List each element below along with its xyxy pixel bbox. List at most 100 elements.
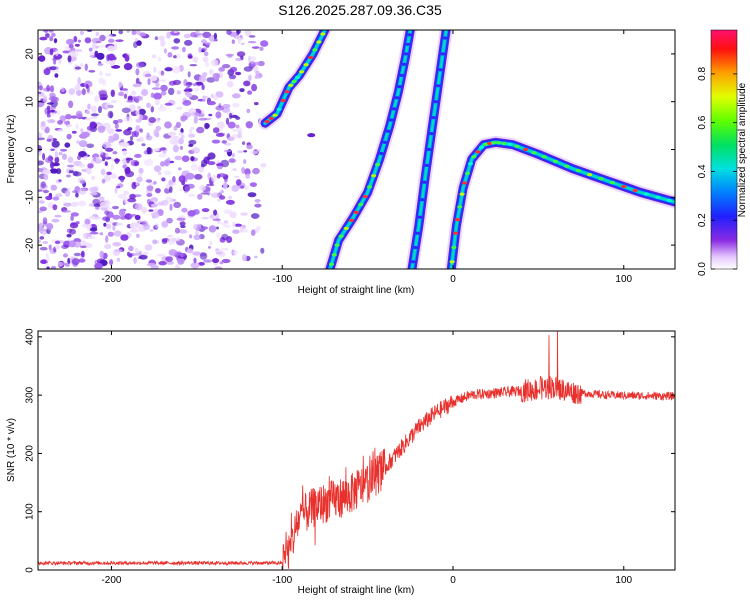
noise-dot [113, 230, 122, 237]
noise-dot [184, 100, 188, 103]
noise-dot [39, 236, 45, 240]
noise-dot [234, 175, 240, 179]
noise-dot [245, 173, 251, 179]
noise-dot [87, 163, 94, 169]
noise-dot [172, 79, 182, 86]
noise-dot [95, 31, 100, 37]
noise-dot [138, 32, 147, 37]
noise-dot [174, 227, 180, 234]
noise-dot [126, 100, 135, 103]
noise-dot [42, 169, 51, 175]
noise-dot [182, 253, 187, 258]
noise-dot [232, 249, 238, 256]
noise-dot [249, 182, 257, 188]
noise-dot [216, 173, 221, 179]
noise-dot [224, 177, 228, 183]
noise-dot [235, 57, 242, 62]
noise-dot [109, 259, 114, 266]
noise-dot [54, 73, 59, 78]
noise-dot [124, 213, 133, 220]
noise-dot [183, 33, 191, 39]
noise-dot [164, 102, 173, 106]
noise-dot [201, 216, 209, 220]
trace-hot-spot [507, 142, 513, 146]
noise-dot [44, 30, 49, 34]
noise-dot [98, 106, 102, 114]
noise-dot [134, 203, 143, 211]
noise-dot [127, 127, 133, 131]
noise-dot [150, 203, 158, 208]
noise-dot [83, 155, 88, 161]
snr-panel: -200 -100 0 100 0 100 200 300 400 Height of stra… [6, 328, 676, 596]
noise-dot [228, 158, 236, 163]
noise-dot [193, 116, 198, 124]
noise-dot [221, 140, 227, 144]
noise-dot [136, 176, 143, 183]
noise-dot [157, 171, 162, 176]
noise-dot [134, 96, 144, 102]
trace-hot-spot [575, 169, 581, 173]
noise-dot [64, 142, 71, 148]
noise-dot [136, 233, 140, 238]
noise-dot [221, 107, 231, 113]
noise-dot [138, 250, 142, 255]
noise-dot [227, 54, 233, 58]
noise-dot [195, 229, 199, 236]
noise-dot [50, 161, 54, 169]
noise-dot [237, 131, 242, 139]
noise-dot [107, 45, 116, 52]
noise-dot [138, 108, 146, 116]
noise-dot [104, 243, 112, 250]
noise-dot [172, 66, 181, 74]
noise-dot [254, 199, 261, 203]
noise-dot [81, 88, 86, 96]
noise-dot [97, 125, 106, 133]
spectrogram-noise [38, 30, 269, 269]
snr-ytick-label: 400 [25, 328, 36, 345]
noise-dot [136, 95, 141, 99]
noise-dot [112, 205, 119, 210]
noise-dot [68, 44, 74, 49]
noise-dot [241, 167, 246, 174]
noise-dot [204, 42, 211, 46]
noise-dot [153, 148, 160, 152]
trace-hot-spot [371, 174, 377, 178]
noise-dot [108, 207, 113, 211]
trace-hot-spot [491, 141, 497, 145]
noise-dot [189, 63, 198, 67]
noise-dot [217, 199, 221, 202]
noise-dot [54, 240, 61, 245]
noise-dot [112, 151, 118, 155]
noise-dot [144, 244, 153, 251]
spectrogram-ytick-label: -20 [25, 237, 36, 252]
noise-dot [48, 244, 52, 251]
noise-dot [95, 202, 102, 206]
noise-dot [222, 103, 231, 109]
noise-dot [116, 185, 121, 189]
noise-dot [197, 193, 203, 200]
noise-dot [211, 139, 221, 144]
noise-dot [49, 112, 56, 116]
noise-dot [185, 185, 191, 192]
noise-dot [236, 30, 241, 35]
noise-dot [90, 105, 97, 113]
noise-dot [178, 137, 184, 145]
noise-dot [114, 186, 118, 194]
noise-dot [47, 155, 53, 162]
noise-dot [161, 177, 166, 182]
noise-dot [122, 150, 128, 156]
colorbar: 0.0 0.2 0.4 0.6 0.8 Normalized spectral ampl… [697, 29, 748, 276]
colorbar-label: Normalized spectral amplitude [737, 82, 748, 217]
noise-dot [51, 32, 56, 38]
noise-dot [207, 246, 211, 249]
noise-dot [112, 214, 121, 220]
colorbar-tick-label: 0.4 [697, 164, 708, 178]
noise-dot [38, 137, 46, 141]
noise-dot [244, 168, 251, 176]
trace-hot-spot [437, 68, 444, 72]
noise-dot [246, 144, 253, 150]
trace-hot-spot [467, 162, 473, 166]
trace-hot-spot [421, 180, 428, 184]
trace-hot-spot [415, 231, 421, 235]
noise-dot [80, 250, 85, 258]
